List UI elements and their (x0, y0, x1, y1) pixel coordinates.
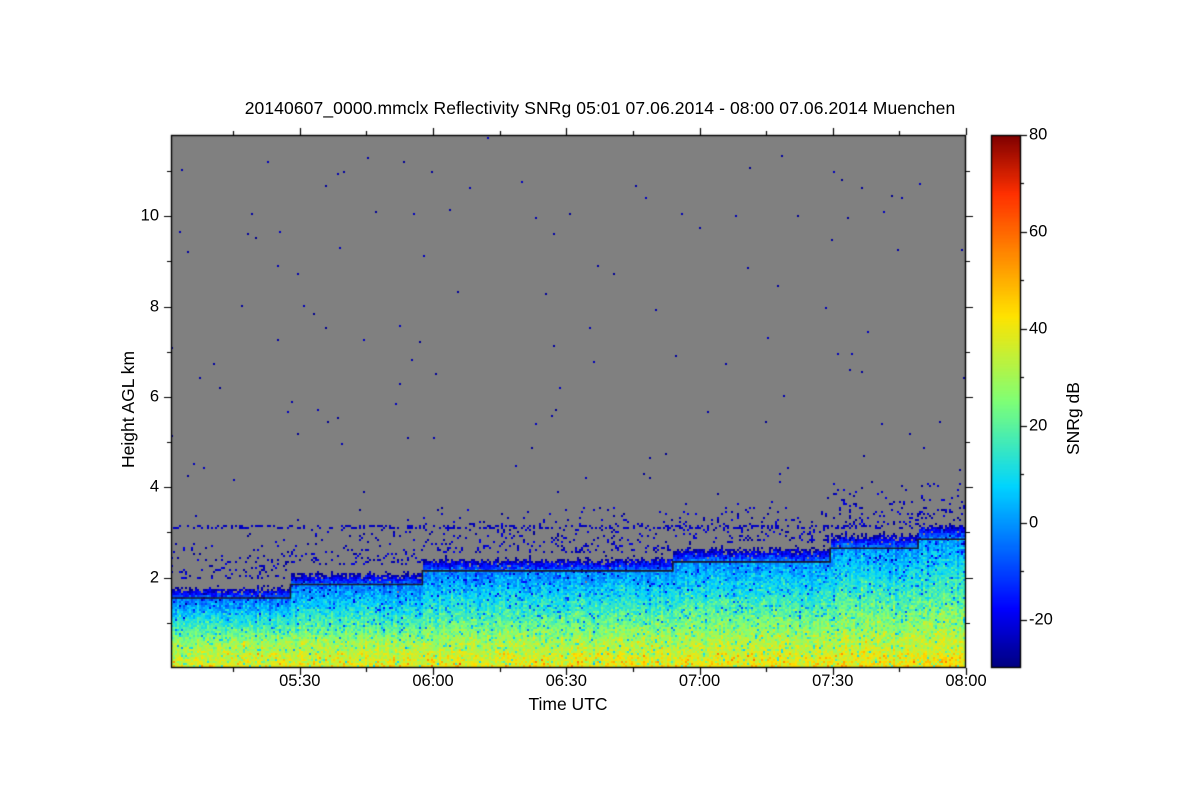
x-tick-label: 08:00 (945, 672, 987, 690)
x-tick-label: 07:00 (678, 672, 721, 690)
y-tick-label: 4 (149, 477, 159, 496)
x-tick-label: 05:30 (279, 672, 321, 690)
colorbar-label: SNRg dB (1063, 382, 1083, 455)
y-tick-label: 10 (140, 206, 159, 225)
colorbar-tick-label: 80 (1029, 125, 1048, 144)
y-tick-label: 2 (149, 568, 159, 587)
y-axis-label: Height AGL km (118, 350, 138, 468)
y-tick-label: 6 (149, 387, 159, 406)
colorbar-tick-label: 0 (1029, 513, 1039, 532)
colorbar-tick-label: 20 (1029, 416, 1048, 435)
x-tick-label: 06:30 (545, 672, 587, 690)
colorbar-tick-label: 40 (1029, 319, 1048, 338)
x-tick-label: 07:30 (812, 672, 854, 690)
colorbar-tick-label: 60 (1029, 222, 1048, 241)
x-axis-label: Time UTC (528, 694, 608, 714)
chart-title: 20140607_0000.mmclx Reflectivity SNRg 05… (244, 98, 956, 118)
colorbar-tick-label: -20 (1029, 610, 1053, 629)
x-tick-label: 06:00 (412, 672, 454, 690)
y-tick-label: 8 (149, 297, 159, 316)
